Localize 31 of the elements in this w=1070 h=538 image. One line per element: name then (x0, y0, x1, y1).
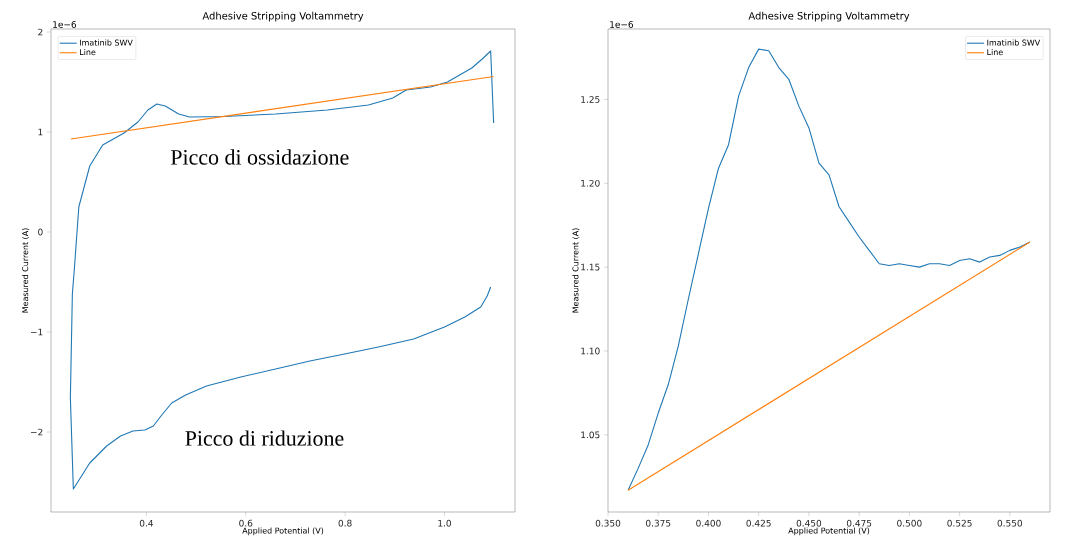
x-tick-label: 0.350 (595, 519, 621, 527)
y-tick-label: 1.05 (581, 431, 600, 439)
line-series (627, 48, 1031, 491)
x-tick-label: 0.6 (239, 519, 253, 527)
chart-title: Adhesive Stripping Voltammetry (748, 11, 910, 22)
x-tick-label: 0.525 (947, 519, 972, 527)
line-series (69, 50, 495, 490)
y-tick-label: −2 (30, 428, 43, 436)
x-tick-label: 0.450 (796, 519, 822, 527)
y-tick-label: 1.10 (581, 347, 600, 355)
x-tick-label: 0.500 (897, 519, 922, 527)
annotation: Picco di ossidazione (170, 149, 349, 165)
x-tick-label: 0.400 (696, 519, 721, 527)
y-tick-label: 1.20 (581, 179, 600, 187)
y-tick-label: 1 (38, 128, 43, 136)
y-tick-label: −1 (30, 328, 43, 336)
text: 1e−6 (53, 21, 77, 28)
x-tick-label: 0.375 (645, 519, 671, 527)
x-tick-label: 1.0 (438, 519, 451, 527)
y-tick-label: 1.15 (581, 263, 600, 271)
x-tick-label: 0.425 (746, 519, 771, 527)
x-tick-label: 0.475 (846, 519, 872, 527)
chart-title: Adhesive Stripping Voltammetry (202, 11, 364, 22)
annotation: Picco di riduzione (185, 430, 344, 446)
x-tick-label: 0.4 (139, 519, 154, 527)
text: 1e−6 (610, 21, 634, 28)
y-tick-label: 1.25 (581, 96, 600, 103)
x-tick-label: 0.8 (338, 519, 352, 527)
x-tick-label: 0.550 (997, 519, 1023, 527)
y-tick-label: 2 (38, 28, 43, 36)
y-tick-label: 0 (38, 228, 43, 236)
